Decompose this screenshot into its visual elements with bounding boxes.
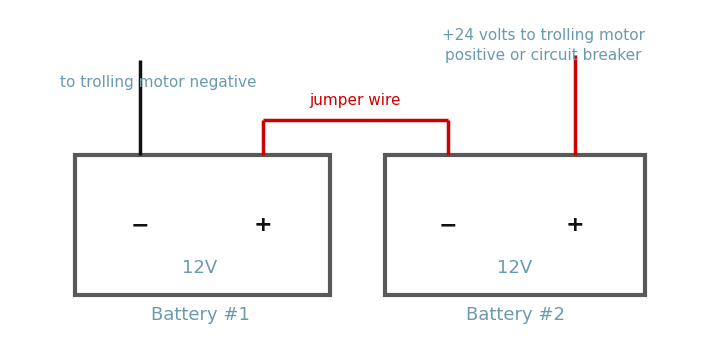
Text: −: − bbox=[438, 215, 457, 235]
Text: +: + bbox=[253, 215, 272, 235]
Text: Battery #2: Battery #2 bbox=[466, 306, 564, 324]
Text: 12V: 12V bbox=[498, 259, 533, 277]
Text: +24 volts to trolling motor
positive or circuit breaker: +24 volts to trolling motor positive or … bbox=[441, 28, 644, 63]
Text: Battery #1: Battery #1 bbox=[150, 306, 249, 324]
Text: +: + bbox=[566, 215, 585, 235]
Text: 12V: 12V bbox=[182, 259, 217, 277]
Bar bbox=[75, 155, 330, 295]
Text: −: − bbox=[131, 215, 149, 235]
Bar bbox=[385, 155, 645, 295]
Text: jumper wire: jumper wire bbox=[310, 93, 401, 108]
Text: to trolling motor negative: to trolling motor negative bbox=[60, 75, 256, 90]
